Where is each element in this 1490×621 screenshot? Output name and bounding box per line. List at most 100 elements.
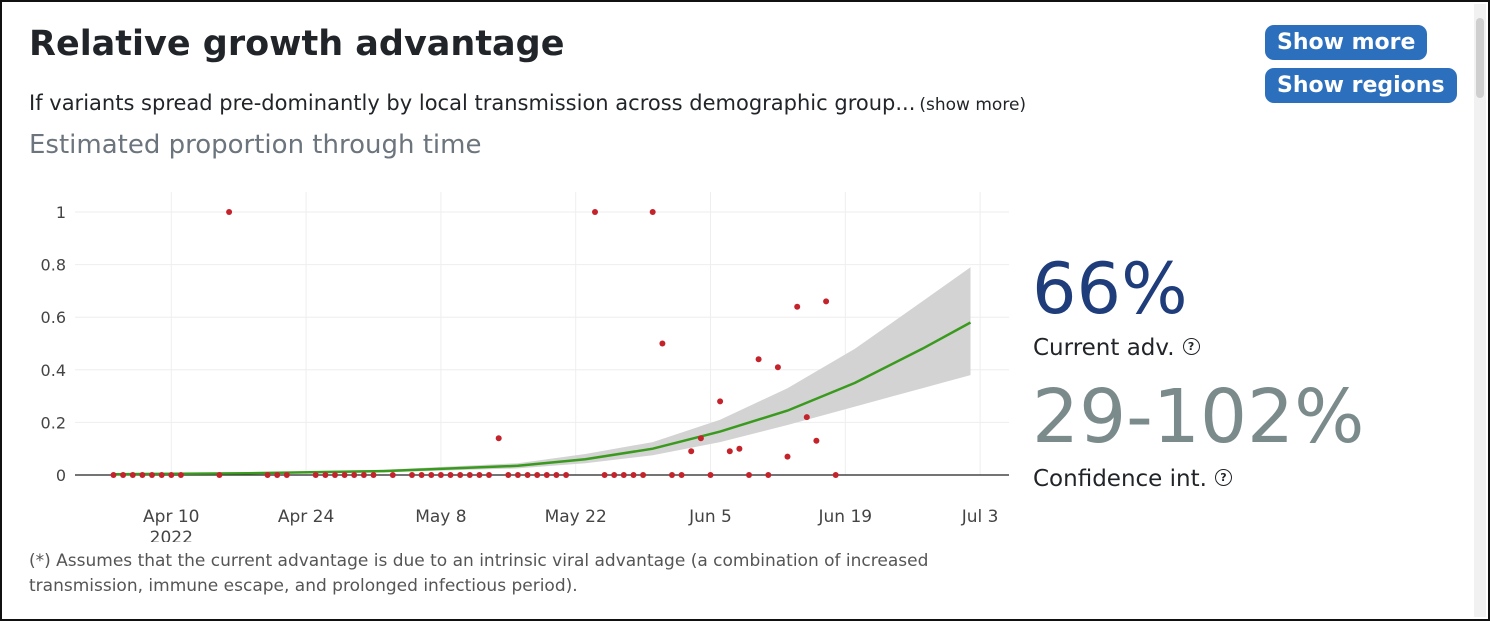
data-point bbox=[505, 472, 512, 478]
x-tick-label: May 22 bbox=[545, 507, 607, 527]
description-text: If variants spread pre-dominantly by loc… bbox=[29, 91, 916, 115]
confidence-interval-value: 29-102% bbox=[1032, 374, 1365, 460]
data-point bbox=[351, 472, 358, 478]
y-tick-label: 0.4 bbox=[41, 361, 66, 380]
data-point bbox=[784, 453, 791, 460]
data-point bbox=[226, 209, 233, 215]
data-point bbox=[216, 472, 223, 478]
help-icon[interactable]: ? bbox=[1214, 469, 1232, 486]
x-tick-label: Jul 3 bbox=[961, 507, 999, 527]
x-tick-label: Jun 5 bbox=[688, 507, 732, 527]
y-tick-label: 0.2 bbox=[41, 413, 66, 432]
x-tick-label: Apr 24 bbox=[278, 507, 334, 527]
data-point bbox=[110, 472, 117, 478]
data-point bbox=[283, 472, 290, 478]
data-point bbox=[418, 472, 425, 478]
data-point bbox=[803, 414, 810, 421]
data-point bbox=[158, 472, 165, 478]
scrollbar[interactable] bbox=[1474, 4, 1486, 617]
current-advantage-value: 66% bbox=[1032, 248, 1188, 330]
data-point bbox=[678, 472, 685, 478]
data-point bbox=[726, 448, 733, 455]
data-point bbox=[332, 472, 338, 478]
confidence-interval-label-text: Confidence int. bbox=[1033, 466, 1207, 492]
x-tick-label: Apr 10 bbox=[143, 507, 199, 527]
data-point bbox=[370, 472, 377, 478]
help-icon[interactable]: ? bbox=[1182, 338, 1200, 355]
proportion-chart[interactable]: 0 0.2 0.4 0.6 0.8 1 Apr 10 Apr 24 May 8 May 22 Jun… bbox=[2, 182, 1012, 542]
data-point bbox=[543, 472, 550, 478]
data-point bbox=[139, 472, 146, 478]
data-point bbox=[409, 472, 415, 478]
data-point bbox=[274, 472, 281, 478]
y-tick-label: 0.8 bbox=[41, 256, 66, 275]
panel-title: Relative growth advantage bbox=[29, 24, 565, 64]
data-point bbox=[813, 437, 820, 444]
data-point bbox=[168, 472, 175, 478]
x-tick-label: Jun 19 bbox=[818, 507, 873, 527]
data-point bbox=[389, 472, 396, 478]
data-point bbox=[774, 364, 781, 371]
y-tick-label: 0 bbox=[56, 466, 66, 485]
data-point bbox=[534, 472, 541, 478]
data-point bbox=[659, 340, 666, 347]
data-point bbox=[129, 472, 136, 478]
data-point bbox=[177, 472, 184, 478]
data-point bbox=[476, 472, 483, 478]
data-point bbox=[514, 472, 521, 478]
show-more-button[interactable]: Show more bbox=[1265, 25, 1428, 60]
data-point bbox=[428, 472, 435, 478]
data-point bbox=[707, 472, 714, 478]
confidence-band bbox=[113, 267, 971, 475]
scrollbar-thumb[interactable] bbox=[1476, 18, 1484, 98]
data-point bbox=[630, 472, 637, 478]
current-advantage-label: Current adv.? bbox=[1033, 335, 1200, 361]
data-point bbox=[765, 472, 772, 478]
data-point bbox=[149, 472, 155, 478]
data-point bbox=[794, 303, 801, 310]
data-point bbox=[736, 445, 743, 452]
data-point bbox=[669, 472, 675, 478]
x-tick-label: May 8 bbox=[415, 507, 466, 527]
data-point bbox=[620, 472, 627, 478]
data-point bbox=[601, 472, 608, 478]
y-tick-label: 1 bbox=[56, 203, 66, 222]
show-regions-button[interactable]: Show regions bbox=[1265, 68, 1457, 103]
data-point bbox=[592, 209, 598, 215]
footnote: (*) Assumes that the current advantage i… bbox=[29, 551, 929, 596]
data-point bbox=[495, 435, 502, 442]
data-point bbox=[823, 298, 830, 305]
data-point bbox=[611, 472, 618, 478]
data-point bbox=[437, 472, 444, 478]
data-point bbox=[649, 209, 656, 215]
data-point bbox=[688, 448, 695, 455]
data-point bbox=[120, 472, 127, 478]
data-point bbox=[466, 472, 473, 478]
data-point bbox=[447, 472, 454, 478]
description: If variants spread pre-dominantly by loc… bbox=[29, 91, 1026, 115]
data-point bbox=[563, 472, 570, 478]
data-point bbox=[640, 472, 647, 478]
data-point bbox=[264, 472, 271, 478]
data-point bbox=[360, 472, 367, 478]
chart-subtitle: Estimated proportion through time bbox=[29, 130, 482, 160]
data-point bbox=[697, 435, 704, 442]
data-point bbox=[457, 472, 464, 478]
y-tick-label: 0.6 bbox=[41, 308, 66, 327]
data-point bbox=[832, 472, 839, 478]
current-advantage-label-text: Current adv. bbox=[1033, 335, 1175, 361]
confidence-interval-label: Confidence int.? bbox=[1033, 466, 1232, 492]
data-point bbox=[341, 472, 348, 478]
x-tick-year-label: 2022 bbox=[150, 528, 193, 542]
data-point bbox=[524, 472, 531, 478]
data-point bbox=[746, 472, 752, 478]
show-more-inline-link[interactable]: (show more) bbox=[919, 95, 1027, 115]
data-point bbox=[486, 472, 492, 478]
data-point bbox=[755, 356, 762, 363]
fit-line bbox=[113, 321, 972, 476]
data-point bbox=[312, 472, 319, 478]
data-point bbox=[322, 472, 329, 478]
data-point bbox=[553, 472, 560, 478]
data-point bbox=[717, 398, 724, 405]
